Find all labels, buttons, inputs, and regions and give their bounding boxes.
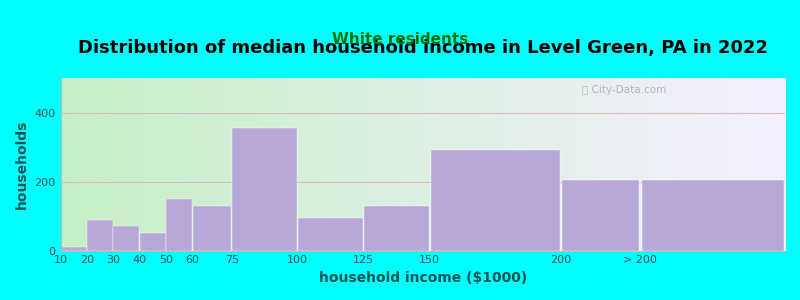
Bar <box>562 180 639 250</box>
Bar <box>430 151 560 250</box>
Bar <box>140 233 166 250</box>
Text: White residents: White residents <box>332 32 468 46</box>
Bar <box>114 226 139 250</box>
Bar <box>364 206 429 250</box>
Y-axis label: households: households <box>15 120 29 209</box>
Text: ⓘ City-Data.com: ⓘ City-Data.com <box>582 85 666 95</box>
Bar <box>298 218 363 250</box>
Bar <box>166 199 192 250</box>
Bar <box>61 247 86 250</box>
Bar <box>193 206 231 250</box>
Bar <box>87 220 113 250</box>
Bar <box>642 180 783 250</box>
Title: Distribution of median household income in Level Green, PA in 2022: Distribution of median household income … <box>78 39 768 57</box>
X-axis label: household income ($1000): household income ($1000) <box>318 271 527 285</box>
Bar <box>233 128 297 250</box>
